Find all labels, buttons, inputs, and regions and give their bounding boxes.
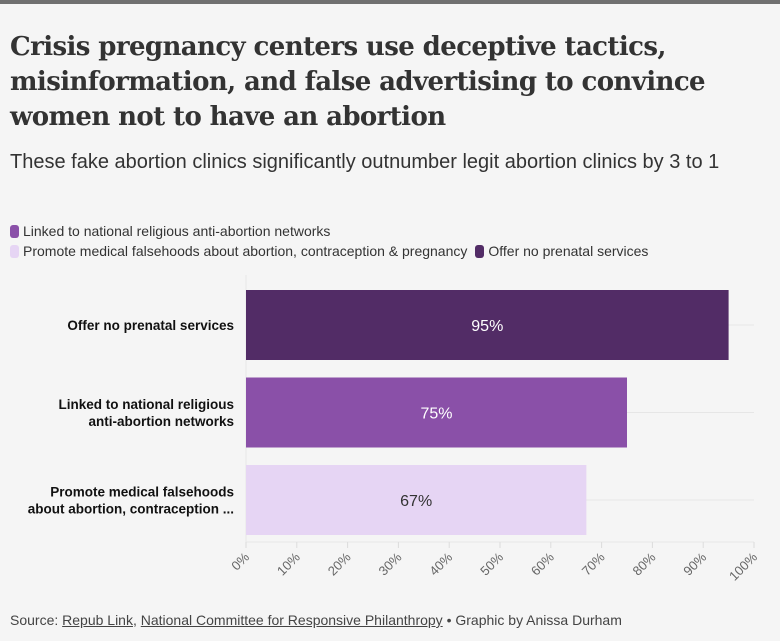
legend: Linked to national religious anti-aborti… (10, 221, 780, 261)
bar-value-label: 75% (420, 406, 452, 423)
x-tick-label: 20% (325, 549, 354, 578)
x-tick-label: 90% (680, 549, 709, 578)
legend-swatch (475, 244, 485, 258)
legend-label: Linked to national religious anti-aborti… (23, 223, 331, 239)
bar-value-label: 95% (471, 318, 503, 335)
x-tick-label: 70% (579, 549, 608, 578)
legend-item-falsehoods[interactable]: Promote medical falsehoods about abortio… (10, 243, 467, 259)
source-credit: • Graphic by Anissa Durham (442, 612, 622, 628)
x-tick-label: 40% (426, 549, 455, 578)
source-link-ncrp[interactable]: National Committee for Responsive Philan… (140, 612, 443, 628)
chart-title: Crisis pregnancy centers use deceptive t… (10, 32, 706, 132)
x-tick-label: 80% (630, 549, 659, 578)
legend-item-no-prenatal[interactable]: Offer no prenatal services (475, 243, 648, 259)
chart-subtitle: These fake abortion clinics significantl… (10, 151, 720, 173)
bar (246, 377, 627, 448)
legend-label: Offer no prenatal services (488, 243, 649, 259)
bar-value-label: 67% (400, 493, 432, 510)
category-label: Promote medical falsehoods (50, 485, 234, 500)
bar-chart: 95% Offer no prenatal services 75% Linked t… (28, 275, 760, 584)
category-label: Linked to national religious (58, 397, 234, 412)
x-tick-label: 30% (376, 549, 405, 578)
legend-item-linked[interactable]: Linked to national religious anti-aborti… (10, 223, 330, 239)
legend-swatch (10, 224, 19, 238)
legend-label: Promote medical falsehoods about abortio… (23, 243, 468, 259)
x-tick-label: 0% (228, 549, 252, 573)
bar (246, 290, 729, 360)
source-sep: , (132, 612, 141, 628)
category-label: Offer no prenatal services (67, 318, 234, 333)
x-tick-label: 60% (528, 549, 557, 578)
category-label: anti-abortion networks (88, 414, 234, 429)
source-prefix: Source: (10, 612, 63, 628)
category-label: about abortion, contraception ... (28, 502, 234, 517)
x-tick-label: 10% (274, 549, 303, 578)
legend-swatch (10, 244, 19, 258)
source-link-repub[interactable]: Repub Link (62, 612, 133, 628)
source-line: Source: Repub Link, National Committee f… (10, 612, 622, 628)
x-tick-label: 100% (726, 549, 760, 583)
x-tick-label: 50% (477, 549, 506, 578)
bar (246, 465, 587, 535)
top-border (0, 0, 780, 4)
